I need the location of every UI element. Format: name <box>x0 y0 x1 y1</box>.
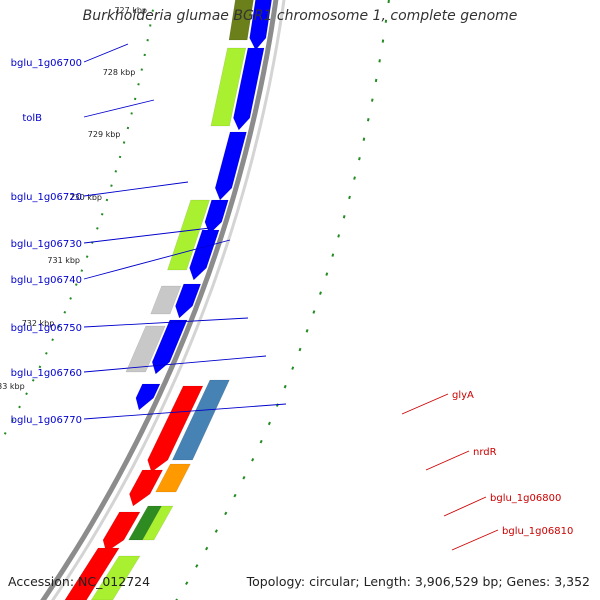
kbp-tick-label: 732 kbp <box>22 319 55 328</box>
gene-blue-06720 <box>214 131 247 201</box>
left-gene-label: bglu_1g06770 <box>11 415 82 426</box>
gene-lime-tolB <box>210 47 247 127</box>
gene-lime-06800 <box>142 505 174 541</box>
kbp-tick-label: 730 kbp <box>69 193 102 202</box>
gene-tracks <box>0 0 390 600</box>
right-gene-label: nrdR <box>473 447 497 458</box>
kbp-tick-label: 733 kbp <box>0 382 25 391</box>
backbone-inner <box>51 0 286 600</box>
left-gene-label: bglu_1g06760 <box>11 368 82 379</box>
gene-grey-06760 <box>125 325 166 373</box>
gene-blue-06770 <box>135 383 161 411</box>
left-gene-label: bglu_1g06720 <box>11 192 82 203</box>
gene-grey-06750 <box>150 285 182 315</box>
kbp-tick-label: 727 kbp <box>114 6 147 15</box>
accession-text: Accession: NC_012724 <box>8 574 151 589</box>
gene-blue-06760 <box>151 319 188 375</box>
right-gene-label: glyA <box>452 390 474 401</box>
left-label-leader <box>83 317 249 328</box>
kbp-ticks: 727 kbp 728 kbp 729 kbp 730 kbp 731 kbp 732 k… <box>0 6 147 391</box>
left-label-leader <box>83 227 211 244</box>
left-label-leader <box>83 43 129 63</box>
kbp-tick-label: 729 kbp <box>88 130 121 139</box>
gene-red-nrdR <box>129 469 164 507</box>
gene-blue-06730 <box>204 199 229 235</box>
right-gene-label: bglu_1g06810 <box>502 526 573 537</box>
gene-blue-tolB <box>233 47 265 131</box>
left-gene-label: tolB <box>22 113 42 124</box>
right-label-leader <box>451 529 499 551</box>
kbp-tick-label: 731 kbp <box>47 256 80 265</box>
gene-steelblue-glyA <box>171 379 230 461</box>
kbp-tick-label: 728 kbp <box>103 68 136 77</box>
gene-lime-06730 <box>167 199 210 271</box>
topology-text: Topology: circular; Length: 3,906,529 bp… <box>246 574 590 589</box>
gene-lime-06810 <box>91 555 141 600</box>
left-label-leader <box>83 239 231 280</box>
left-label-leader <box>83 403 287 420</box>
left-gene-label: bglu_1g06740 <box>11 275 82 286</box>
gene-red-06800 <box>102 511 141 553</box>
gene-red-06810 <box>64 547 120 600</box>
gene-olive-upper <box>228 0 254 41</box>
map-title: Burkholderia glumae BGR1 chromosome 1, c… <box>82 8 518 24</box>
left-gene-label: bglu_1g06700 <box>11 58 82 69</box>
right-gene-label: bglu_1g06800 <box>490 493 561 504</box>
gene-blue-06740 <box>189 229 220 281</box>
left-label-leader <box>83 355 267 373</box>
left-gene-label: bglu_1g06750 <box>11 323 82 334</box>
tick-guide-line <box>0 0 156 445</box>
gene-orange-nrdR <box>155 463 191 493</box>
gene-blue-06750 <box>175 283 202 319</box>
right-label-leader <box>401 393 449 415</box>
right-label-leader <box>443 496 487 517</box>
gene-blue-upper <box>249 0 272 51</box>
left-label-leader <box>83 181 189 197</box>
gene-red-glyA <box>147 385 204 473</box>
right-label-leader <box>425 450 470 471</box>
backbone-outer <box>40 0 279 600</box>
left-gene-label: bglu_1g06730 <box>11 239 82 250</box>
left-label-leader <box>83 99 155 118</box>
gene-labels: bglu_1g06700 tolB bglu_1g06720 bglu_1g06730… <box>11 43 573 551</box>
